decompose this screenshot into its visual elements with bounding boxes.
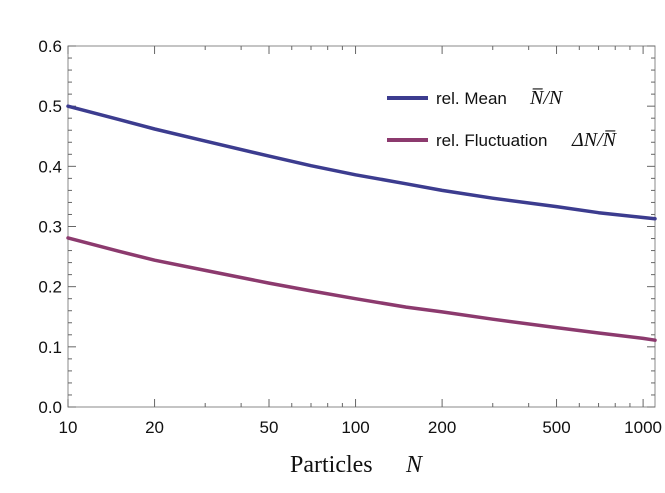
y-tick-label: 0.2 [38, 278, 62, 297]
x-tick-label: 50 [260, 418, 279, 437]
series-line-1 [66, 236, 657, 342]
y-tick-label: 0.0 [38, 398, 62, 417]
legend-label-mean: rel. Mean [436, 89, 507, 108]
legend: rel. Mean N̅/N rel. Fluctuation ΔN/N̅ [387, 87, 618, 151]
plot-frame [67, 45, 656, 408]
series-lines [66, 104, 657, 342]
legend-formula-mean: N̅/N [529, 87, 564, 109]
y-tick-label: 0.1 [38, 338, 62, 357]
x-axis-label-symbol: N [405, 452, 424, 478]
y-axis: 0.0 0.1 0.2 0.3 0.4 0.5 0.6 [38, 37, 655, 417]
y-tick-label: 0.3 [38, 218, 62, 237]
x-tick-label: 200 [428, 418, 456, 437]
series-line-0 [66, 104, 657, 221]
x-axis-label-text: Particles [290, 452, 373, 478]
legend-formula-fluctuation: ΔN/N̅ [571, 129, 618, 151]
x-axis-label: Particles N [290, 452, 424, 478]
x-tick-label: 500 [542, 418, 570, 437]
x-tick-label: 100 [341, 418, 369, 437]
x-axis: 10 20 50 100 200 500 1000 [59, 46, 662, 437]
legend-label-fluctuation: rel. Fluctuation [436, 131, 548, 150]
y-tick-label: 0.4 [38, 157, 62, 176]
x-tick-label: 20 [145, 418, 164, 437]
x-tick-label: 1000 [624, 418, 662, 437]
y-tick-label: 0.5 [38, 97, 62, 116]
x-tick-label: 10 [59, 418, 78, 437]
y-tick-label: 0.6 [38, 37, 62, 56]
